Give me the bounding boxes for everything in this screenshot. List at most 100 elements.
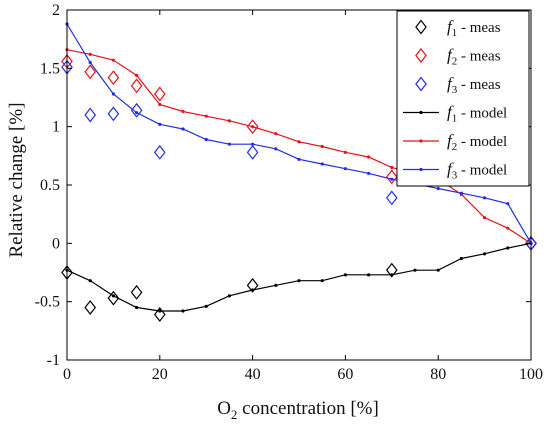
legend-marker xyxy=(415,19,427,35)
data-point xyxy=(88,52,92,56)
data-point xyxy=(343,273,347,277)
y-tick-label: 1 xyxy=(52,119,60,136)
data-point xyxy=(107,106,120,122)
y-tick-label: 1.5 xyxy=(40,60,60,77)
data-point xyxy=(111,92,115,96)
legend-label-sub: 2 xyxy=(452,56,458,68)
data-point xyxy=(204,114,208,118)
data-point xyxy=(153,86,166,102)
data-point xyxy=(320,279,324,283)
legend-label: f3 - meas xyxy=(447,74,501,96)
data-point xyxy=(385,169,398,185)
data-point xyxy=(111,294,115,298)
data-point xyxy=(227,294,231,298)
data-point xyxy=(88,279,92,283)
data-point xyxy=(343,150,347,154)
data-point xyxy=(320,162,324,166)
series-line xyxy=(66,242,532,312)
data-point xyxy=(111,58,115,62)
data-point xyxy=(413,268,417,272)
data-point xyxy=(204,137,208,142)
x-tick-label: 100 xyxy=(519,366,543,383)
x-axis-label-rest: concentration [%] xyxy=(237,398,378,419)
legend-label-base: f xyxy=(447,46,454,65)
data-point xyxy=(181,309,185,313)
legend-label-base: f xyxy=(447,103,454,122)
data-point xyxy=(506,226,510,230)
data-point xyxy=(130,284,143,300)
legend-marker xyxy=(419,110,423,115)
x-tick-label: 60 xyxy=(337,366,353,383)
data-point xyxy=(385,190,398,206)
data-point xyxy=(390,273,394,277)
legend-label-base: f xyxy=(447,17,454,36)
legend-label: f2 - meas xyxy=(447,46,501,68)
x-tick-label: 0 xyxy=(63,366,71,383)
legend-label-suffix: - meas xyxy=(457,20,500,36)
x-axis-label-sub: 2 xyxy=(231,407,238,422)
data-point xyxy=(251,288,255,292)
data-point xyxy=(153,307,166,322)
data-point xyxy=(88,60,92,65)
legend-entry: f1 - model xyxy=(403,103,507,125)
data-point xyxy=(181,109,185,114)
x-tick-label: 20 xyxy=(152,366,168,383)
data-point xyxy=(107,70,120,86)
legend-label-sub: 3 xyxy=(452,84,458,96)
series-1 xyxy=(61,235,537,322)
data-point xyxy=(320,144,324,149)
data-point xyxy=(135,305,139,310)
legend-label-sub: 2 xyxy=(452,141,458,153)
data-point xyxy=(84,107,97,123)
data-point xyxy=(135,111,139,115)
legend-label-suffix: - meas xyxy=(457,77,500,93)
data-point xyxy=(367,155,371,159)
data-point xyxy=(130,78,143,94)
legend-label: f1 - model xyxy=(447,103,507,125)
y-tick-label: -0.5 xyxy=(35,294,60,311)
data-point xyxy=(274,132,278,136)
y-tick-label: 0 xyxy=(52,235,60,252)
data-point xyxy=(153,144,166,160)
data-point xyxy=(459,256,463,261)
legend-label-suffix: - model xyxy=(457,134,507,150)
legend-marker xyxy=(419,139,423,143)
data-point xyxy=(390,177,394,181)
y-axis-label: Relative change [%] xyxy=(6,102,27,257)
data-point xyxy=(246,119,259,135)
data-point xyxy=(130,102,143,118)
legend-box xyxy=(396,10,530,187)
legend-label-sub: 1 xyxy=(452,27,458,39)
data-point xyxy=(459,191,463,195)
data-point xyxy=(483,196,487,200)
data-point xyxy=(158,122,162,126)
data-point xyxy=(343,167,347,171)
y-tick-label: 0.5 xyxy=(40,177,60,194)
x-tick-label: 80 xyxy=(430,366,446,383)
data-point xyxy=(506,202,510,206)
series-4 xyxy=(65,241,533,313)
legend-marker xyxy=(415,76,427,92)
data-point xyxy=(436,186,440,191)
data-point xyxy=(227,119,231,123)
legend-label-base: f xyxy=(447,74,454,93)
x-tick-label: 40 xyxy=(245,366,261,383)
data-point xyxy=(84,300,97,315)
data-point xyxy=(274,147,278,151)
data-point xyxy=(367,171,371,175)
legend-marker xyxy=(415,48,427,63)
data-point xyxy=(483,252,487,256)
x-axis-label-main: O xyxy=(217,398,231,419)
data-point xyxy=(297,140,301,144)
x-axis-label: O2 concentration [%] xyxy=(217,398,379,422)
legend-label-suffix: - meas xyxy=(457,49,500,65)
legend-entry: f1 - meas xyxy=(415,17,501,39)
data-point xyxy=(84,64,97,80)
data-point xyxy=(274,283,278,287)
data-point xyxy=(506,246,510,250)
data-point xyxy=(251,142,255,146)
data-point xyxy=(297,157,301,161)
data-point xyxy=(385,262,398,278)
data-point xyxy=(204,304,208,308)
